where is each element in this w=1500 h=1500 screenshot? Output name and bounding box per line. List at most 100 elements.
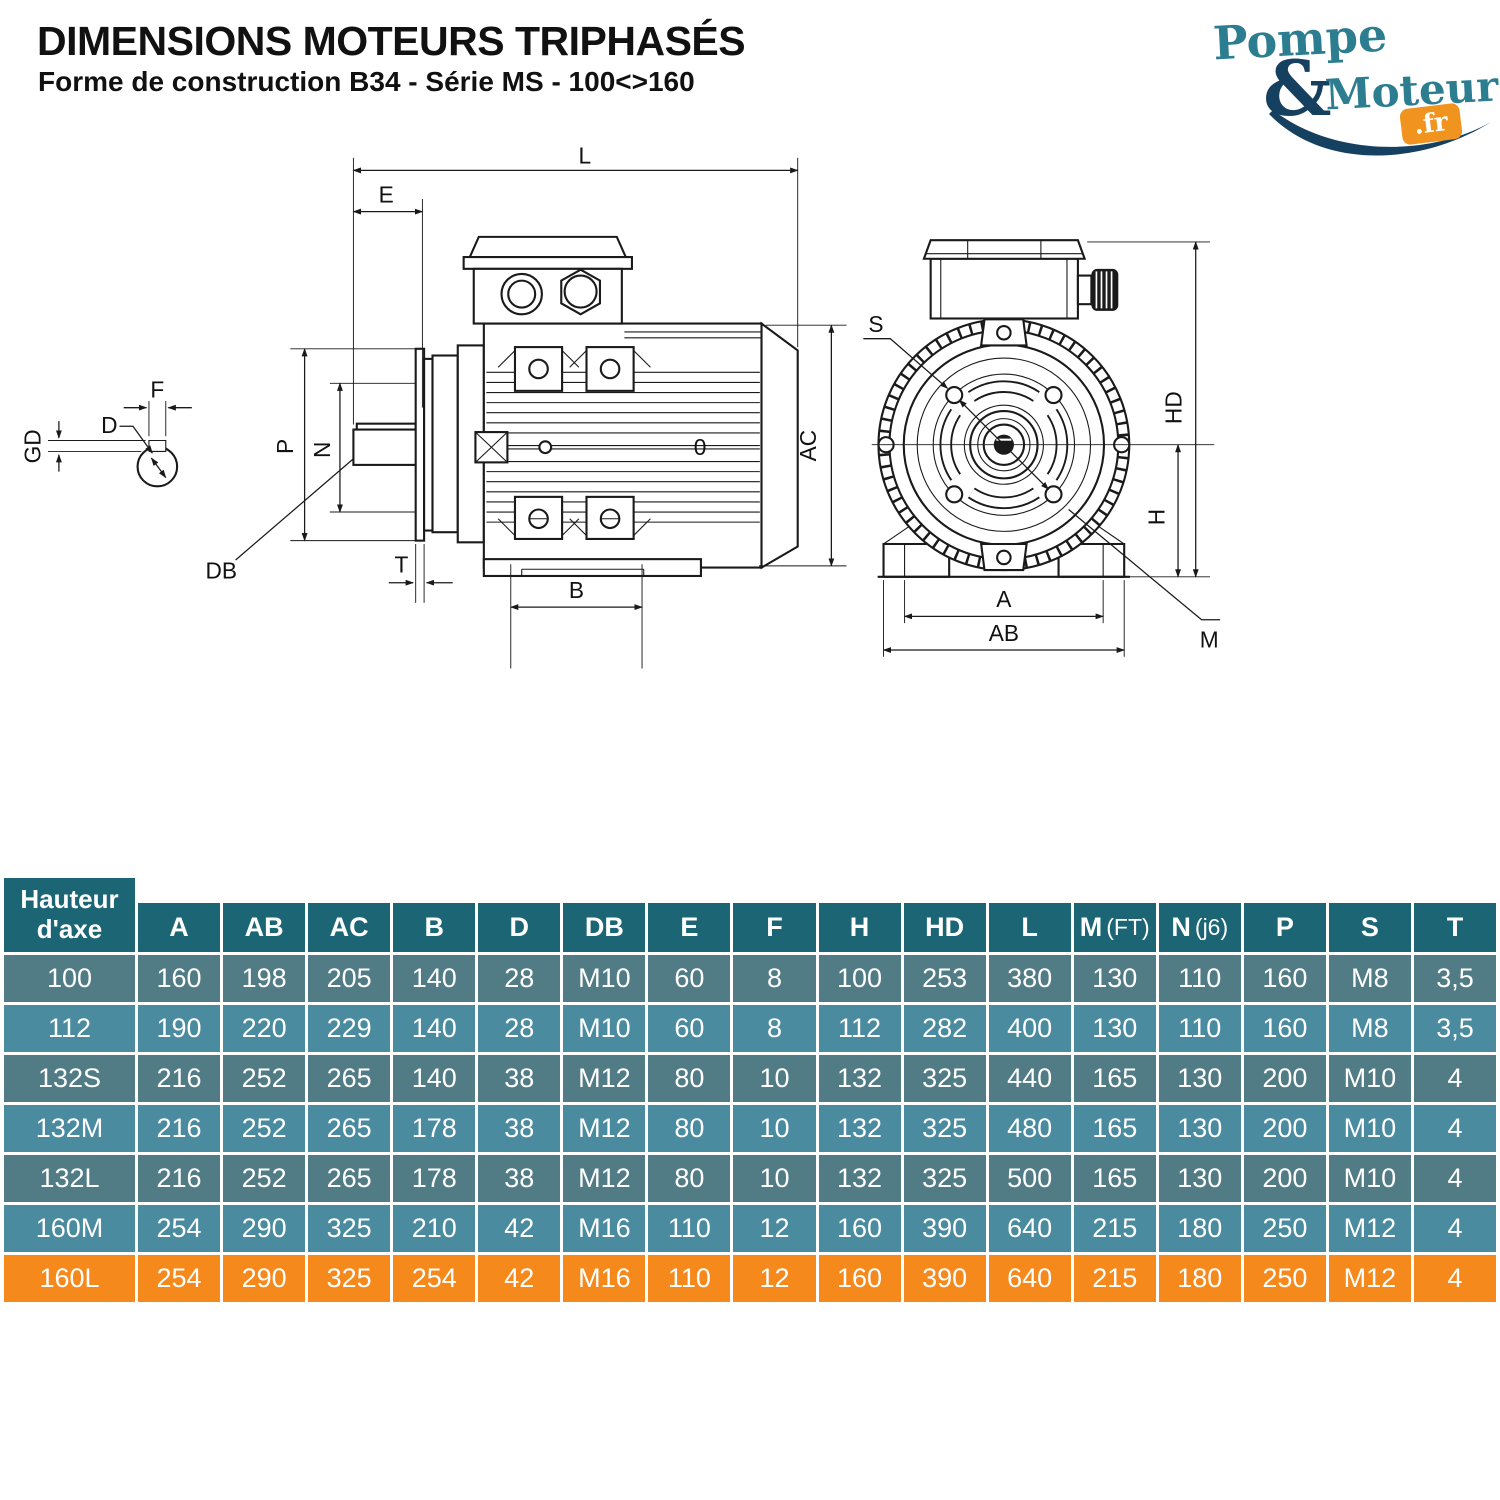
table-cell: 216 bbox=[138, 1105, 221, 1152]
dim-label-gd: GD bbox=[19, 429, 45, 463]
col-header-t: T bbox=[1413, 903, 1496, 952]
table-cell: 140 bbox=[393, 1005, 476, 1052]
table-row-132l: 132L 216 252 265 178 38 M12 80 10 132 325 500 165 130… bbox=[4, 1155, 1496, 1202]
table-cell: 290 bbox=[223, 1205, 306, 1252]
table-cell: 100 bbox=[818, 955, 901, 1002]
table-cell: M12 bbox=[1328, 1205, 1411, 1252]
table-cell: 390 bbox=[903, 1205, 986, 1252]
table-cell: 130 bbox=[1158, 1105, 1241, 1152]
dim-label-d: D bbox=[101, 412, 117, 438]
table-row-132m: 132M 216 252 265 178 38 M12 80 10 132 325 480 165 130… bbox=[4, 1105, 1496, 1152]
dim-label-f: F bbox=[150, 377, 164, 403]
table-cell: 130 bbox=[1073, 1005, 1156, 1052]
table-cell: 160 bbox=[1243, 955, 1326, 1002]
table-cell: 80 bbox=[648, 1105, 731, 1152]
table-cell: M12 bbox=[1328, 1255, 1411, 1302]
table-cell: 12 bbox=[733, 1205, 816, 1252]
col-header-ab: AB bbox=[223, 903, 306, 952]
table-cell: 8 bbox=[733, 955, 816, 1002]
table-cell: M10 bbox=[1328, 1105, 1411, 1152]
table-cell: M8 bbox=[1328, 1005, 1411, 1052]
table-cell: 200 bbox=[1243, 1055, 1326, 1102]
table-cell: 60 bbox=[648, 1005, 731, 1052]
dim-label-h: H bbox=[1144, 509, 1170, 525]
table-cell: 112 bbox=[818, 1005, 901, 1052]
dim-label-db: DB bbox=[206, 558, 238, 584]
table-cell: 640 bbox=[988, 1255, 1071, 1302]
table-row-132s: 132S 216 252 265 140 38 M12 80 10 132 325 440 165 130… bbox=[4, 1055, 1496, 1102]
dim-label-l: L bbox=[578, 143, 591, 169]
table-cell: 215 bbox=[1073, 1255, 1156, 1302]
table-cell: 390 bbox=[903, 1255, 986, 1302]
table-cell: 38 bbox=[478, 1155, 561, 1202]
dim-label-a: A bbox=[996, 586, 1012, 612]
table-cell: 216 bbox=[138, 1055, 221, 1102]
table-cell: 28 bbox=[478, 955, 561, 1002]
table-cell: 165 bbox=[1073, 1055, 1156, 1102]
table-cell: 160 bbox=[1243, 1005, 1326, 1052]
table-cell: 216 bbox=[138, 1155, 221, 1202]
table-cell: 500 bbox=[988, 1155, 1071, 1202]
table-cell: 132 bbox=[818, 1155, 901, 1202]
page-title: DIMENSIONS MOTEURS TRIPHASÉS bbox=[37, 18, 746, 64]
row-header: 132M bbox=[4, 1105, 135, 1152]
table-cell: 252 bbox=[223, 1055, 306, 1102]
dimensions-table: Hauteur d'axe A AB AC B D DB E F H HD L M (FT) N (j6) P S… bbox=[4, 878, 1496, 1302]
col-header-m: M (FT) bbox=[1073, 903, 1156, 952]
table-row-160m: 160M 254 290 325 210 42 M16 110 12 160 390 640 215 18… bbox=[4, 1205, 1496, 1252]
col-header-f: F bbox=[733, 903, 816, 952]
table-cell: 250 bbox=[1243, 1255, 1326, 1302]
table-row-112: 112 190 220 229 140 28 M10 60 8 112 282 400 130 110 16… bbox=[4, 1005, 1496, 1052]
table-cell: 160 bbox=[818, 1255, 901, 1302]
table-cell: 10 bbox=[733, 1155, 816, 1202]
col-header-hd: HD bbox=[903, 903, 986, 952]
table-cell: 180 bbox=[1158, 1255, 1241, 1302]
table-cell: 4 bbox=[1413, 1055, 1496, 1102]
table-cell: 42 bbox=[478, 1205, 561, 1252]
table-cell: 210 bbox=[393, 1205, 476, 1252]
logo-ampersand: & bbox=[1263, 44, 1332, 133]
table-cell: 42 bbox=[478, 1255, 561, 1302]
table-cell: 130 bbox=[1158, 1055, 1241, 1102]
row-header: 132S bbox=[4, 1055, 135, 1102]
table-cell: 178 bbox=[393, 1155, 476, 1202]
table-cell: 205 bbox=[308, 955, 391, 1002]
shaft-section-view: F GD D DB bbox=[19, 377, 362, 584]
table-cell: 215 bbox=[1073, 1205, 1156, 1252]
row-header: 160M bbox=[4, 1205, 135, 1252]
table-cell: 254 bbox=[138, 1205, 221, 1252]
table-cell: 180 bbox=[1158, 1205, 1241, 1252]
table-cell: 110 bbox=[1158, 955, 1241, 1002]
col-header-s: S bbox=[1328, 903, 1411, 952]
table-cell: 4 bbox=[1413, 1155, 1496, 1202]
dim-label-zero: 0 bbox=[694, 434, 707, 460]
logo-swoosh-icon bbox=[1269, 110, 1491, 156]
table-cell: 4 bbox=[1413, 1255, 1496, 1302]
table-cell: 265 bbox=[308, 1055, 391, 1102]
table-cell: 110 bbox=[1158, 1005, 1241, 1052]
table-cell: 165 bbox=[1073, 1155, 1156, 1202]
col-header-db: DB bbox=[563, 903, 646, 952]
table-cell: 254 bbox=[393, 1255, 476, 1302]
table-cell: M10 bbox=[1328, 1055, 1411, 1102]
col-header-a: A bbox=[138, 903, 221, 952]
table-cell: 12 bbox=[733, 1255, 816, 1302]
table-cell: 229 bbox=[308, 1005, 391, 1052]
table-cell: 480 bbox=[988, 1105, 1071, 1152]
table-cell: 4 bbox=[1413, 1205, 1496, 1252]
table-cell: 325 bbox=[903, 1055, 986, 1102]
table-cell: M10 bbox=[563, 955, 646, 1002]
table-cell: 190 bbox=[138, 1005, 221, 1052]
table-cell: 178 bbox=[393, 1105, 476, 1152]
brand-logo: Pompe & Moteur .fr bbox=[1185, 4, 1499, 169]
table-cell: M12 bbox=[563, 1105, 646, 1152]
col-header-ac: AC bbox=[308, 903, 391, 952]
table-header-row: Hauteur d'axe A AB AC B D DB E F H HD L M (FT) N (j6) P S… bbox=[4, 878, 1496, 952]
dim-label-p: P bbox=[272, 439, 298, 454]
table-cell: 380 bbox=[988, 955, 1071, 1002]
col-header-h: H bbox=[818, 903, 901, 952]
table-cell: 325 bbox=[903, 1155, 986, 1202]
table-cell: 130 bbox=[1158, 1155, 1241, 1202]
dim-label-ab: AB bbox=[989, 620, 1019, 646]
col-header-l: L bbox=[988, 903, 1071, 952]
